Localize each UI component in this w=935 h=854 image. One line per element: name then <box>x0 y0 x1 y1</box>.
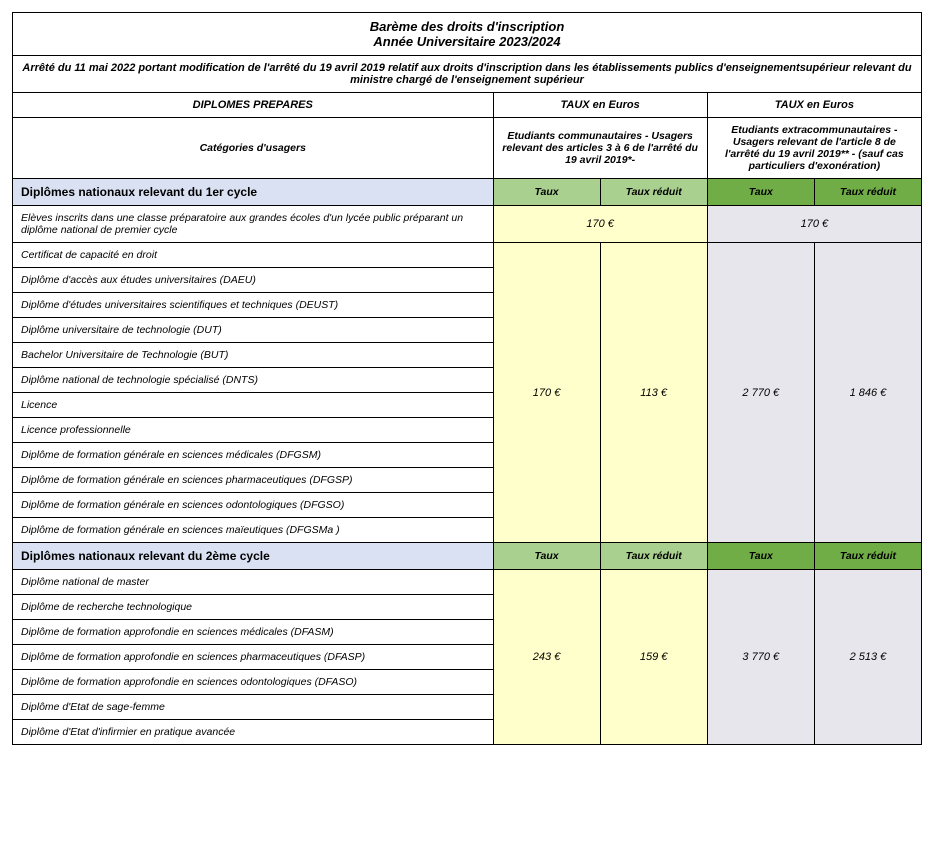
hdr-diplomes: DIPLOMES PREPARES <box>13 93 494 118</box>
section2-title: Diplômes nationaux relevant du 2ème cycl… <box>13 543 494 570</box>
s1-row: Bachelor Universitaire de Technologie (B… <box>13 343 494 368</box>
s1-extra-taux: 2 770 € <box>707 243 814 543</box>
fees-table: Barème des droits d'inscription Année Un… <box>12 12 922 745</box>
title-line1: Barème des droits d'inscription <box>370 19 565 34</box>
s1-extra-reduit-hdr: Taux réduit <box>814 179 921 206</box>
s2-row: Diplôme de formation approfondie en scie… <box>13 670 494 695</box>
title-line2: Année Universitaire 2023/2024 <box>373 34 560 49</box>
row-prepa-extra: 170 € <box>707 206 921 243</box>
s2-row: Diplôme de recherche technologique <box>13 595 494 620</box>
s1-row: Diplôme universitaire de technologie (DU… <box>13 318 494 343</box>
s1-comm-taux-hdr: Taux <box>493 179 600 206</box>
section1-title: Diplômes nationaux relevant du 1er cycle <box>13 179 494 206</box>
s2-row: Diplôme d'Etat d'infirmier en pratique a… <box>13 720 494 745</box>
s1-row: Diplôme d'études universitaires scientif… <box>13 293 494 318</box>
s1-comm-reduit-hdr: Taux réduit <box>600 179 707 206</box>
page-title: Barème des droits d'inscription Année Un… <box>13 13 922 56</box>
s1-extra-taux-hdr: Taux <box>707 179 814 206</box>
s1-row: Diplôme national de technologie spéciali… <box>13 368 494 393</box>
hdr-etud-comm: Etudiants communautaires - Usagers relev… <box>493 118 707 179</box>
s1-row: Licence professionnelle <box>13 418 494 443</box>
s2-row: Diplôme de formation approfondie en scie… <box>13 620 494 645</box>
hdr-taux-comm: TAUX en Euros <box>493 93 707 118</box>
row-prepa-comm: 170 € <box>493 206 707 243</box>
s1-row: Diplôme de formation générale en science… <box>13 468 494 493</box>
s2-row: Diplôme d'Etat de sage-femme <box>13 695 494 720</box>
s2-row: Diplôme national de master <box>13 570 494 595</box>
s1-row: Diplôme d'accès aux études universitaire… <box>13 268 494 293</box>
s1-row: Diplôme de formation générale en science… <box>13 493 494 518</box>
s2-extra-reduit-hdr: Taux réduit <box>814 543 921 570</box>
s2-comm-taux: 243 € <box>493 570 600 745</box>
row-prepa: Elèves inscrits dans une classe préparat… <box>13 206 494 243</box>
s1-row: Diplôme de formation générale en science… <box>13 443 494 468</box>
s1-row: Certificat de capacité en droit <box>13 243 494 268</box>
decree-text: Arrêté du 11 mai 2022 portant modificati… <box>13 56 922 93</box>
s2-comm-reduit: 159 € <box>600 570 707 745</box>
hdr-taux-extra: TAUX en Euros <box>707 93 921 118</box>
s2-row: Diplôme de formation approfondie en scie… <box>13 645 494 670</box>
s2-extra-taux-hdr: Taux <box>707 543 814 570</box>
hdr-etud-extra: Etudiants extracommunautaires - Usagers … <box>707 118 921 179</box>
s2-extra-reduit: 2 513 € <box>814 570 921 745</box>
s1-extra-reduit: 1 846 € <box>814 243 921 543</box>
s1-row: Licence <box>13 393 494 418</box>
s1-row: Diplôme de formation générale en science… <box>13 518 494 543</box>
s1-comm-taux: 170 € <box>493 243 600 543</box>
s2-comm-taux-hdr: Taux <box>493 543 600 570</box>
s2-extra-taux: 3 770 € <box>707 570 814 745</box>
s2-comm-reduit-hdr: Taux réduit <box>600 543 707 570</box>
hdr-categories: Catégories d'usagers <box>13 118 494 179</box>
s1-comm-reduit: 113 € <box>600 243 707 543</box>
